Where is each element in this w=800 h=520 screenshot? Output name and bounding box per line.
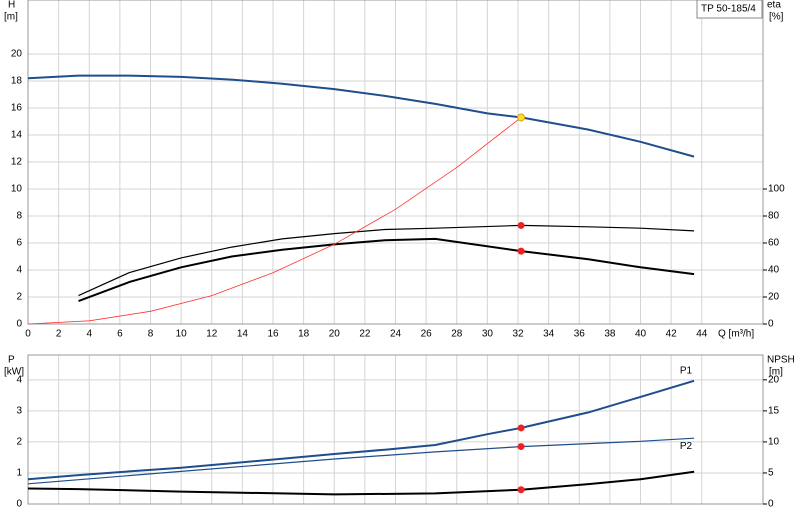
- curve: [27, 437, 695, 485]
- series-label: P1: [680, 365, 693, 376]
- y-tick-label: 2: [16, 292, 22, 303]
- y2-tick-label: 15: [768, 406, 780, 417]
- series-label: P2: [680, 441, 693, 452]
- x-tick-label: 28: [451, 329, 463, 340]
- y2-axis-label: NPSH: [767, 355, 795, 366]
- y-tick-label: 10: [11, 184, 23, 195]
- y-tick-label: 2: [16, 437, 22, 448]
- y2-tick-label: 40: [768, 265, 780, 276]
- y-tick-label: 6: [16, 238, 22, 249]
- y-tick-label: 0: [16, 499, 22, 510]
- y2-axis-unit: [m]: [769, 367, 783, 378]
- x-tick-label: 40: [635, 329, 647, 340]
- y-tick-label: 16: [11, 103, 23, 114]
- x-tick-label: 38: [604, 329, 616, 340]
- curve: [27, 117, 522, 325]
- y2-tick-label: 100: [768, 184, 785, 195]
- curve: [27, 379, 695, 481]
- operating-point: [517, 424, 525, 432]
- x-tick-label: 26: [421, 329, 433, 340]
- x-tick-label: 36: [574, 329, 586, 340]
- x-tick-label: 2: [56, 329, 62, 340]
- y-tick-label: 8: [16, 211, 22, 222]
- operating-point: [517, 247, 525, 255]
- x-tick-label: 34: [543, 329, 555, 340]
- x-tick-label: 32: [512, 329, 524, 340]
- x-tick-label: 42: [666, 329, 678, 340]
- y2-tick-label: 20: [768, 292, 780, 303]
- x-tick-label: 4: [86, 329, 92, 340]
- y2-tick-label: 0: [768, 499, 774, 510]
- operating-point: [517, 443, 525, 451]
- y2-axis-unit: [%]: [769, 12, 784, 23]
- y2-axis-label: eta: [767, 0, 781, 11]
- plot-frame: [27, 0, 764, 325]
- x-tick-label: 10: [176, 329, 188, 340]
- curve: [78, 237, 695, 303]
- operating-point: [517, 221, 525, 229]
- x-tick-label: 6: [117, 329, 123, 340]
- y-tick-label: 14: [11, 130, 23, 141]
- y2-tick-label: 10: [768, 437, 780, 448]
- operating-point: [517, 486, 525, 494]
- x-tick-label: 20: [329, 329, 341, 340]
- y-axis-label: P: [8, 355, 15, 366]
- y-axis-unit: [kW]: [4, 367, 24, 378]
- y2-tick-label: 0: [768, 319, 774, 330]
- x-tick-label: 14: [237, 329, 249, 340]
- y2-tick-label: 20: [768, 374, 780, 385]
- x-tick-label: 0: [25, 329, 31, 340]
- y-tick-label: 3: [16, 406, 22, 417]
- y-tick-label: 4: [16, 265, 22, 276]
- y2-tick-label: 80: [768, 211, 780, 222]
- x-tick-label: 16: [267, 329, 279, 340]
- y-axis-label: H: [8, 0, 15, 11]
- title-box: [696, 0, 763, 19]
- y-tick-label: 20: [11, 49, 23, 60]
- y2-tick-label: 60: [768, 238, 780, 249]
- curve: [27, 74, 695, 158]
- y-tick-label: 18: [11, 76, 23, 87]
- y-tick-label: 1: [16, 468, 22, 479]
- y2-tick-label: 5: [768, 468, 774, 479]
- plot-frame: [27, 354, 764, 505]
- chart-title: TP 50-185/4: [701, 4, 756, 15]
- operating-point: [517, 113, 526, 122]
- y-tick-label: 12: [11, 157, 23, 168]
- x-tick-label: 22: [359, 329, 371, 340]
- y-axis-unit: [m]: [4, 12, 18, 23]
- x-tick-label: 30: [482, 329, 494, 340]
- y-tick-label: 0: [16, 319, 22, 330]
- x-axis-label: Q [m³/h]: [718, 329, 754, 340]
- curve: [78, 224, 695, 297]
- x-tick-label: 24: [390, 329, 402, 340]
- x-tick-label: 18: [298, 329, 310, 340]
- x-tick-label: 12: [206, 329, 218, 340]
- y-tick-label: 4: [16, 374, 22, 385]
- x-tick-label: 44: [696, 329, 708, 340]
- curve: [27, 470, 695, 496]
- x-tick-label: 8: [148, 329, 154, 340]
